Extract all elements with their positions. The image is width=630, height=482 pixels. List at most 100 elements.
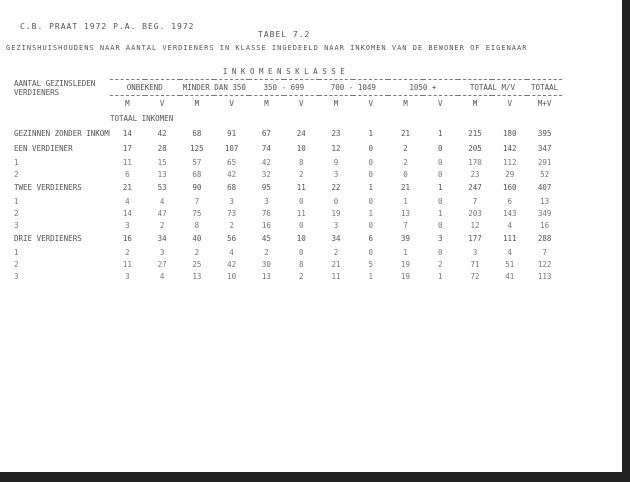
cell: 14 <box>122 129 132 138</box>
cell: 142 <box>503 144 517 153</box>
cell: 11 <box>296 183 306 192</box>
cell: 0 <box>368 169 373 179</box>
cell: 107 <box>224 144 239 153</box>
cell: 95 <box>261 183 271 192</box>
cell: 13 <box>400 208 411 218</box>
cell: 2 <box>298 169 304 179</box>
cell: 57 <box>192 157 202 167</box>
cell: 4 <box>507 247 513 257</box>
column-group: MINDER DAN 350 <box>179 79 250 96</box>
cell: 4 <box>507 220 513 230</box>
cell: 11 <box>122 259 132 269</box>
cell: 76 <box>261 208 271 218</box>
cell: 15 <box>157 157 167 167</box>
cell: 125 <box>190 144 204 153</box>
cell: 6 <box>507 196 513 206</box>
cell: 7 <box>472 196 478 206</box>
table-row: TWEE VERDIENERS 21 53 90 68 95 11 22 1 21 1 247 160 4… <box>14 180 562 195</box>
cell: 6 <box>368 234 373 243</box>
cell: 10 <box>227 271 237 281</box>
cell: 3 <box>333 169 339 179</box>
cell: 25 <box>192 259 202 269</box>
cell: 111 <box>503 234 517 243</box>
cell: 90 <box>192 183 202 192</box>
cell: 288 <box>537 234 552 243</box>
cell: 1 <box>438 129 443 138</box>
cell: 23 <box>331 129 341 138</box>
cell: 19 <box>331 208 341 218</box>
subheader: M <box>194 99 200 108</box>
cell: 42 <box>227 169 237 179</box>
cell: 0 <box>438 157 443 167</box>
subheader: V <box>229 99 234 108</box>
cell: 3 <box>159 247 165 257</box>
cell: 14 <box>122 208 132 218</box>
row-label: 1 <box>14 196 19 206</box>
table-row: 2 6 13 68 42 32 2 3 0 0 0 23 29 52 <box>14 168 562 180</box>
cell: 407 <box>537 183 552 192</box>
cell: 3 <box>229 196 234 206</box>
row-label: 1 <box>14 247 19 257</box>
cell: 9 <box>333 157 339 167</box>
cell: 0 <box>298 220 304 230</box>
cell: 68 <box>227 183 237 192</box>
row-label: 2 <box>14 259 19 269</box>
cell: 0 <box>438 144 443 153</box>
table-row: 2 11 27 25 42 30 8 21 5 19 2 71 51 122 <box>14 258 562 270</box>
cell: 28 <box>157 144 167 153</box>
header-line: C.B. PRAAT 1972 P.A. BEG. 1972 <box>20 22 195 31</box>
subheader: V <box>298 99 304 108</box>
cell: 2 <box>403 157 408 167</box>
cell: 29 <box>505 169 515 179</box>
cell: 19 <box>400 271 411 281</box>
cell: 2 <box>159 220 165 230</box>
cell: 215 <box>468 129 482 138</box>
column-group: 350 - 699 <box>249 79 319 96</box>
cell: 42 <box>261 157 271 167</box>
cell: 23 <box>470 169 480 179</box>
column-group: 700 - 1049 <box>318 79 389 96</box>
cell: 4 <box>159 271 165 281</box>
cell: 247 <box>468 183 482 192</box>
cell: 74 <box>261 144 271 153</box>
cell: 347 <box>537 144 552 153</box>
cell: 177 <box>468 234 482 243</box>
row-label: 2 <box>14 169 19 179</box>
subheader: V <box>159 99 165 108</box>
cell: 1 <box>368 271 373 281</box>
cell: 5 <box>368 259 373 269</box>
cell: 24 <box>296 129 306 138</box>
cell: 2 <box>333 247 339 257</box>
cell: 1 <box>438 208 443 218</box>
cell: 1 <box>368 183 373 192</box>
cell: 3 <box>125 220 130 230</box>
cell: 143 <box>503 208 517 218</box>
subheader: M+V <box>537 99 552 108</box>
table-row: 1 2 3 2 4 2 0 2 0 1 0 3 4 7 <box>14 246 562 258</box>
cell: 19 <box>400 259 411 269</box>
cell: 65 <box>227 157 237 167</box>
cell: 11 <box>296 208 306 218</box>
cell: 68 <box>192 169 202 179</box>
cell: 47 <box>157 208 167 218</box>
cell: 13 <box>157 169 167 179</box>
cell: 21 <box>331 259 341 269</box>
cell: 42 <box>157 129 167 138</box>
table-row: 3 3 2 8 2 16 0 3 0 7 0 12 4 16 <box>14 219 562 231</box>
cell: 4 <box>229 247 234 257</box>
cell: 34 <box>157 234 167 243</box>
column-group: 1050 + <box>388 79 458 96</box>
subheader: M <box>472 99 478 108</box>
table-row: EEN VERDIENER 17 28 125 107 74 10 12 0 2 0 205 142 34… <box>14 141 562 156</box>
section-label: TOTAAL INKOMEN <box>110 114 174 123</box>
cell: 41 <box>505 271 515 281</box>
cell: 67 <box>261 129 271 138</box>
cell: 180 <box>503 129 517 138</box>
table-row: 1 4 4 7 3 3 0 0 0 1 0 7 6 13 <box>14 195 562 207</box>
cell: 56 <box>227 234 237 243</box>
cell: 13 <box>192 271 202 281</box>
subheader: V <box>368 99 373 108</box>
cell: 7 <box>403 220 408 230</box>
cell: 17 <box>122 144 132 153</box>
row-label: 3 <box>14 220 19 230</box>
